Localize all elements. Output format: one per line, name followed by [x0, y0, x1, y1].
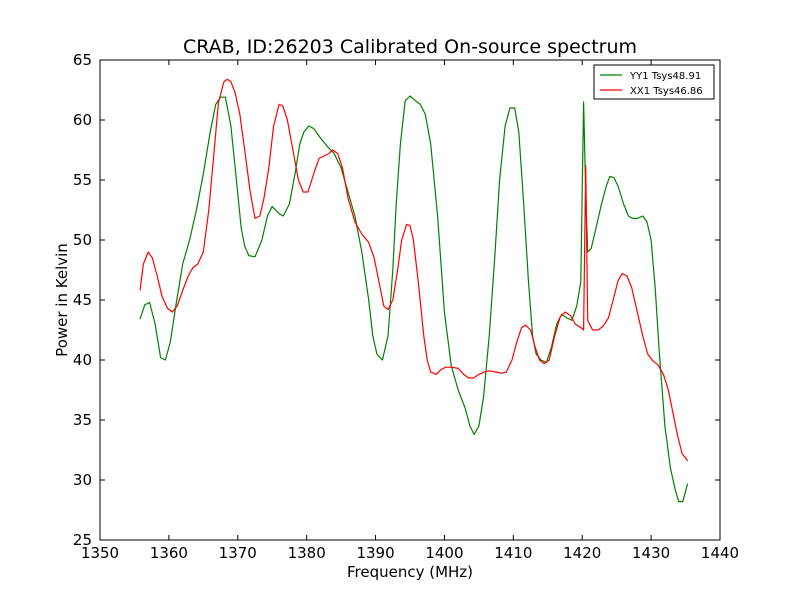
legend-label-yy1: YY1 Tsys48.91 [629, 71, 701, 82]
x-tick-label: 1430 [632, 544, 670, 562]
y-tick-label: 40 [73, 351, 92, 369]
y-tick-label: 55 [73, 171, 92, 189]
x-tick-label: 1440 [701, 544, 739, 562]
chart-title: CRAB, ID:26203 Calibrated On-source spec… [183, 36, 637, 58]
axis-ticks: 1350 1360 1370 1380 1390 1400 1410 1420 1430 1440… [73, 51, 739, 562]
x-tick-label: 1390 [356, 544, 394, 562]
y-tick-label: 60 [73, 111, 92, 129]
x-tick-label: 1420 [563, 544, 601, 562]
series-line-yy1 [139, 95, 689, 503]
y-tick-label: 45 [73, 291, 92, 309]
series-line-xx1 [139, 78, 689, 462]
legend: YY1 Tsys48.91 XX1 Tsys46.86 [593, 64, 715, 100]
y-tick-label: 30 [73, 471, 92, 489]
plot-area [100, 60, 720, 540]
y-tick-label: 65 [73, 51, 92, 69]
x-tick-label: 1410 [494, 544, 532, 562]
x-tick-label: 1370 [219, 544, 257, 562]
y-tick-label: 35 [73, 411, 92, 429]
x-tick-label: 1380 [288, 544, 326, 562]
y-tick-label: 25 [73, 531, 92, 549]
series-lines [139, 78, 689, 503]
plot-frame [99, 59, 721, 541]
legend-label-xx1: XX1 Tsys46.86 [630, 86, 703, 97]
y-tick-label: 50 [73, 231, 92, 249]
x-tick-label: 1360 [150, 544, 188, 562]
y-axis-label: Power in Kelvin [53, 243, 71, 357]
x-tick-label: 1400 [425, 544, 463, 562]
legend-box [593, 64, 715, 100]
x-tick-label: 1350 [81, 544, 119, 562]
x-axis-label: Frequency (MHz) [347, 563, 473, 581]
